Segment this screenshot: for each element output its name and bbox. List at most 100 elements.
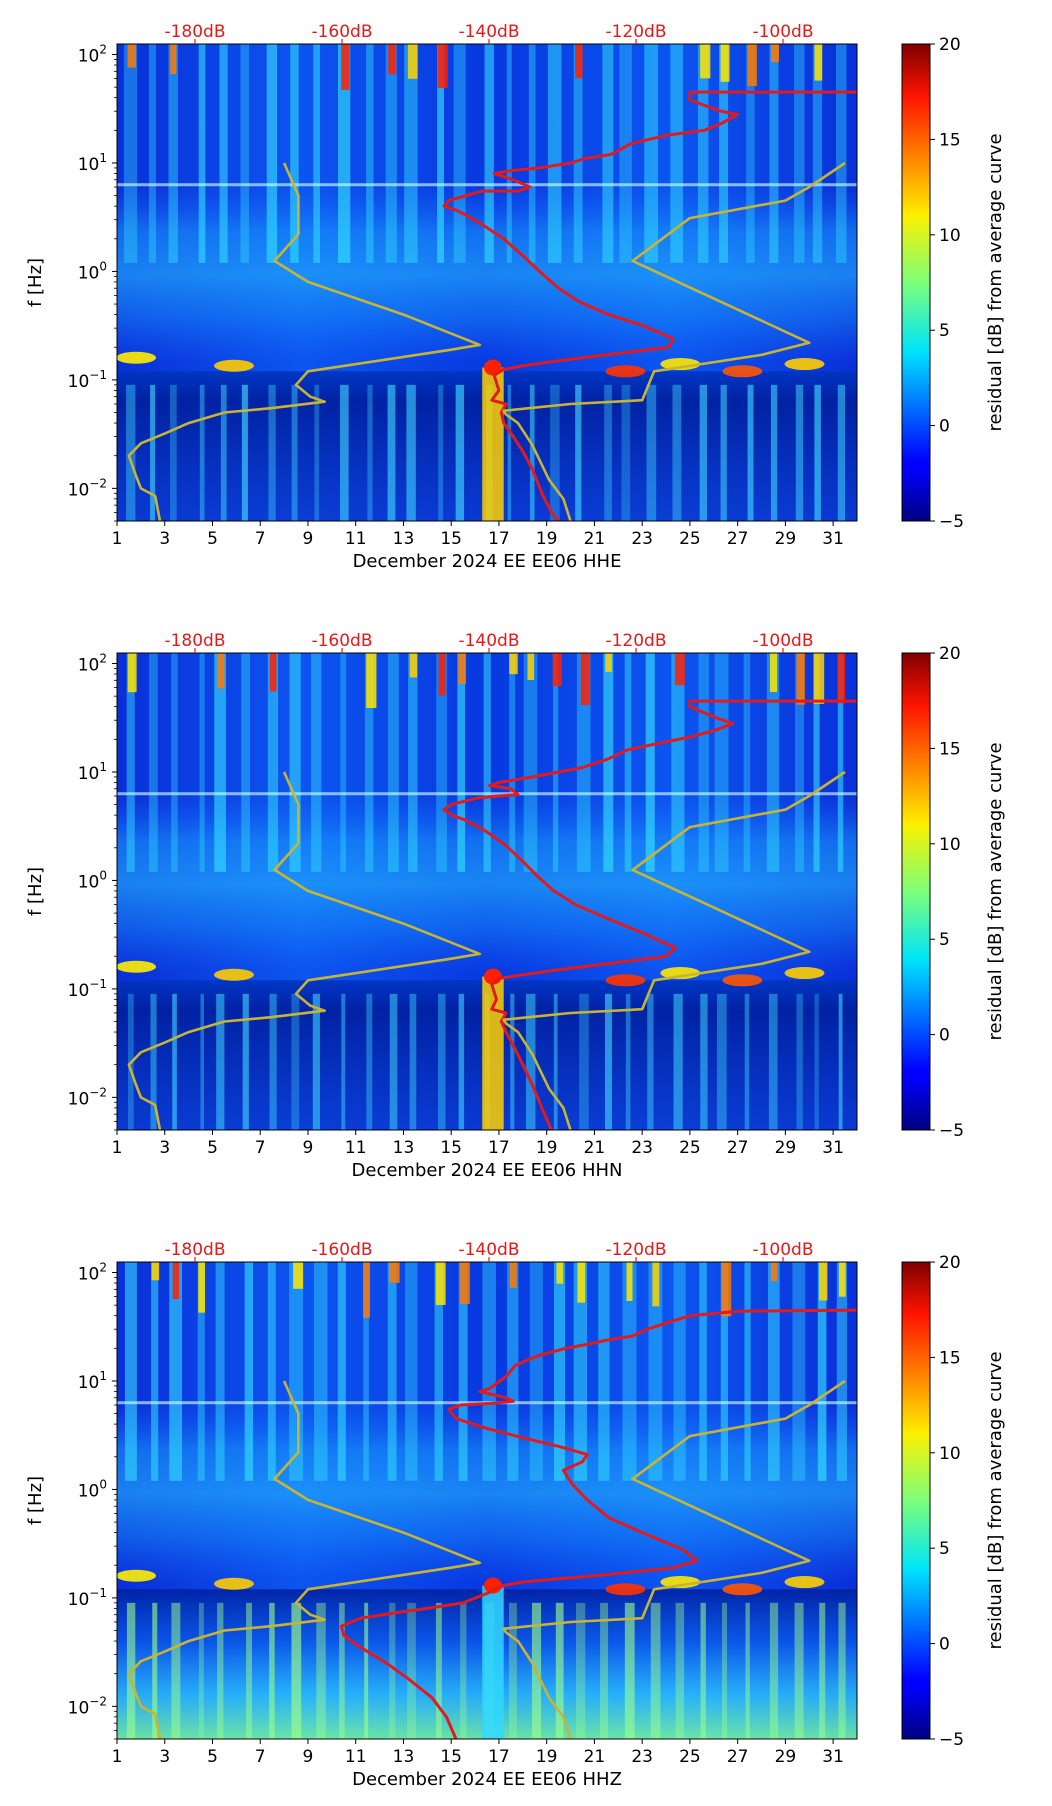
microseism-event: [605, 974, 646, 987]
panel-2: 1 3 5 7 9 11 13 15 17 19 21 23 25 27 29 31-180dB -160dB -…: [25, 631, 1006, 1181]
low-freq-streak: [600, 1602, 609, 1739]
x-tick-label: 21: [584, 1138, 606, 1158]
low-freq-streak: [721, 1602, 728, 1739]
low-freq-streak: [339, 1602, 345, 1739]
x-tick-label: 25: [679, 1138, 701, 1158]
y-tick-label: 10−2: [68, 1085, 107, 1109]
diurnal-streak: [769, 44, 779, 263]
low-freq-streak: [555, 1602, 564, 1739]
average-psd-curve: [442, 699, 857, 1130]
diurnal-streak: [169, 1262, 183, 1481]
diurnal-streak: [434, 1262, 443, 1481]
diurnal-streak: [813, 653, 820, 872]
low-freq-streak: [744, 993, 750, 1130]
microseism-event: [117, 1569, 157, 1582]
low-freq-streak: [768, 993, 778, 1130]
colorbar-tick-label: 5: [939, 321, 950, 341]
diurnal-streak: [197, 1262, 205, 1481]
diurnal-streak: [214, 653, 226, 872]
diurnal-streak: [507, 1262, 519, 1481]
diurnal-streak: [311, 653, 322, 872]
microseism-event: [722, 365, 763, 378]
high-freq-burst: [172, 1262, 180, 1300]
nhnm-curve: [502, 161, 846, 521]
x-axis-label: December 2024 EE EE06 HHZ: [352, 1769, 622, 1790]
low-freq-streak: [435, 1602, 442, 1739]
colorbar-tick-label: 10: [939, 1444, 961, 1464]
low-freq-streak: [312, 993, 320, 1130]
x-tick-label: 15: [440, 1747, 462, 1767]
y-axis-label: f [Hz]: [25, 258, 46, 307]
low-freq-streak: [700, 993, 708, 1130]
high-freq-burst: [389, 1262, 400, 1283]
diurnal-streak: [547, 44, 562, 263]
x-tick-label: 13: [393, 1138, 415, 1158]
low-freq-streak: [525, 993, 536, 1130]
high-freq-burst: [605, 653, 612, 672]
low-freq-streak: [575, 1602, 586, 1739]
colorbar: [901, 652, 931, 1131]
diurnal-streak: [404, 44, 418, 263]
low-freq-streak: [387, 384, 396, 521]
x-tick-label: 31: [822, 1138, 844, 1158]
x-tick-label: 11: [345, 1138, 367, 1158]
event-peak: [483, 359, 502, 376]
diurnal-streak: [483, 653, 491, 872]
colorbar-tick-label: −5: [939, 512, 964, 532]
high-freq-burst: [626, 1262, 633, 1301]
x-tick-label: 19: [536, 529, 558, 549]
spectrogram-mid-band: [117, 1405, 857, 1583]
microseism-event: [605, 1583, 646, 1596]
average-psd-curve: [339, 1308, 857, 1739]
x-tick-label: 1: [112, 529, 123, 549]
low-freq-streak: [314, 384, 320, 521]
microseism-event: [117, 960, 157, 973]
high-freq-burst: [438, 653, 446, 696]
low-freq-streak: [269, 993, 277, 1130]
low-freq-streak: [624, 1602, 635, 1739]
diurnal-streak: [387, 1262, 397, 1481]
high-freq-burst: [721, 1262, 732, 1317]
microseism-event: [784, 1576, 825, 1589]
low-freq-streak: [553, 993, 558, 1130]
high-freq-burst: [770, 653, 778, 692]
low-freq-streak: [242, 993, 249, 1130]
x-tick-label: 5: [207, 1747, 218, 1767]
x-tick-label: 7: [255, 1138, 266, 1158]
average-psd-curve: [442, 90, 857, 521]
x-tick-label: 11: [345, 529, 367, 549]
diurnal-streak: [437, 44, 445, 263]
x-tick-label: 23: [631, 1747, 653, 1767]
high-freq-burst: [198, 1262, 206, 1313]
x-tick-label: 19: [536, 1138, 558, 1158]
plot-frame: [116, 652, 858, 1131]
microseism-event: [117, 351, 157, 364]
high-freq-burst: [388, 44, 397, 75]
diurnal-streak: [457, 653, 466, 872]
db-tick-label: -180dB: [164, 1240, 225, 1260]
high-freq-burst: [552, 653, 562, 687]
x-tick-label: 9: [303, 1747, 314, 1767]
y-axis-label: f [Hz]: [25, 867, 46, 916]
nlnm-curve: [127, 1380, 482, 1739]
low-freq-streak: [241, 384, 248, 521]
low-freq-streak: [794, 1602, 804, 1739]
diurnal-streak: [746, 44, 755, 263]
x-tick-label: 15: [440, 1138, 462, 1158]
high-freq-burst: [293, 1262, 304, 1289]
low-freq-streak: [604, 993, 612, 1130]
high-freq-burst: [577, 1262, 586, 1303]
y-tick-label: 100: [78, 868, 107, 892]
colorbar: [901, 43, 931, 522]
diurnal-streak: [171, 653, 178, 872]
low-freq-streak: [837, 384, 846, 521]
diurnal-streak: [794, 44, 805, 263]
diurnal-streak: [364, 653, 374, 872]
diurnal-streak: [509, 653, 516, 872]
low-freq-streak: [672, 384, 682, 521]
low-freq-streak: [172, 993, 177, 1130]
diurnal-streak: [123, 44, 138, 263]
diurnal-streak: [624, 653, 632, 872]
x-tick-label: 23: [631, 1138, 653, 1158]
